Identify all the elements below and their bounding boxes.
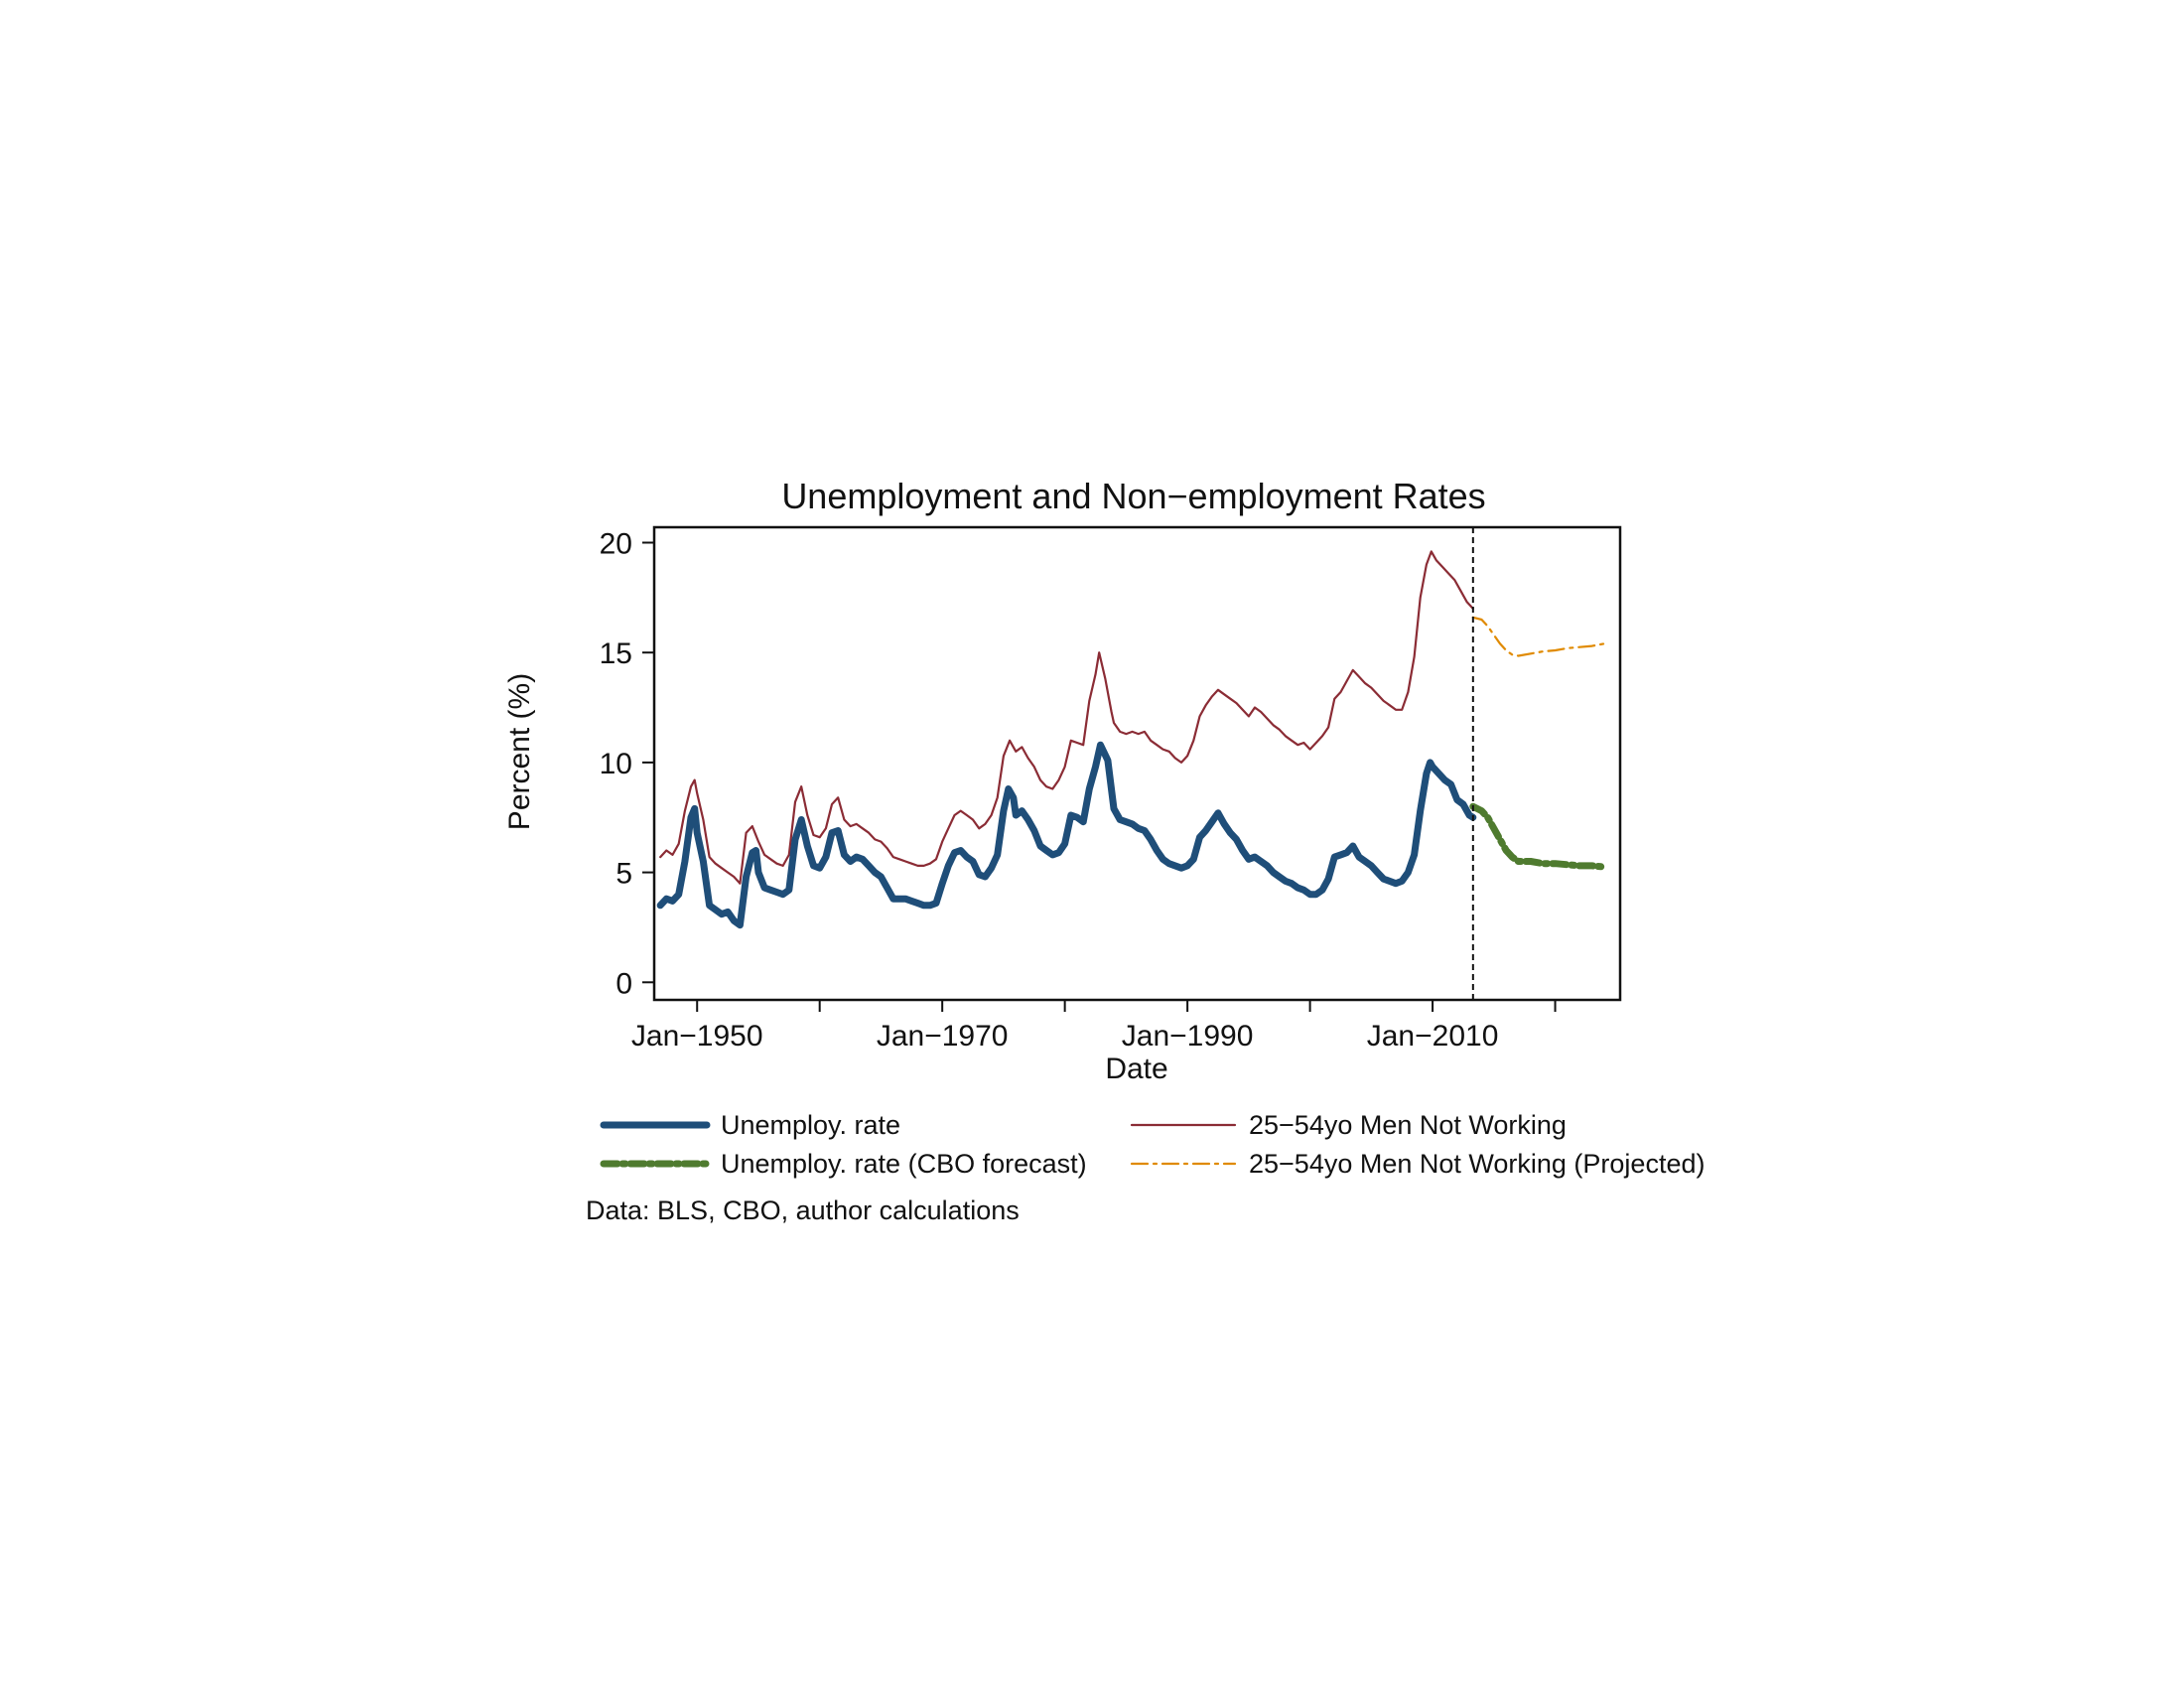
legend-label-unemploy-rate-cbo-forecast: Unemploy. rate (CBO forecast) (721, 1149, 1087, 1179)
legend: Unemploy. rate 25−54yo Men Not Working Une… (600, 1110, 1705, 1179)
x-tick-label: Jan−1990 (1122, 1020, 1254, 1053)
x-axis-label: Date (1105, 1053, 1167, 1085)
y-tick-label: 15 (600, 637, 632, 670)
x-tick-label: Jan−1970 (877, 1020, 1009, 1053)
y-tick-label: 5 (615, 858, 632, 891)
x-tick-label: Jan−1950 (631, 1020, 763, 1053)
series-line-25-54yo-men-not-working-projected (1471, 616, 1605, 657)
plot-frame (652, 525, 1622, 1002)
y-axis-label: Percent (%) (503, 673, 536, 830)
legend-label-unemploy-rate: Unemploy. rate (721, 1110, 900, 1140)
y-tick-label: 0 (615, 967, 632, 1000)
series-line-unemploy-rate-cbo-forecast (1469, 802, 1608, 871)
y-axis: 0 5 10 15 20 (600, 527, 654, 1000)
series-line-unemploy-rate (656, 741, 1477, 929)
x-tick-label: Jan−2010 (1367, 1020, 1499, 1053)
legend-label-25-54yo-men-not-working-projected: 25−54yo Men Not Working (Projected) (1249, 1149, 1705, 1179)
x-axis: Jan−1950 Jan−1970 Jan−1990 Jan−2010 (631, 1000, 1557, 1053)
series-line-25-54yo-men-not-working (659, 550, 1474, 885)
plot-area (656, 527, 1608, 1000)
chart-title: Unemployment and Non−employment Rates (781, 476, 1485, 516)
y-tick-label: 20 (600, 527, 632, 560)
legend-label-25-54yo-men-not-working: 25−54yo Men Not Working (1249, 1110, 1567, 1140)
y-tick-label: 10 (600, 748, 632, 780)
source-note: Data: BLS, CBO, author calculations (586, 1196, 1020, 1225)
